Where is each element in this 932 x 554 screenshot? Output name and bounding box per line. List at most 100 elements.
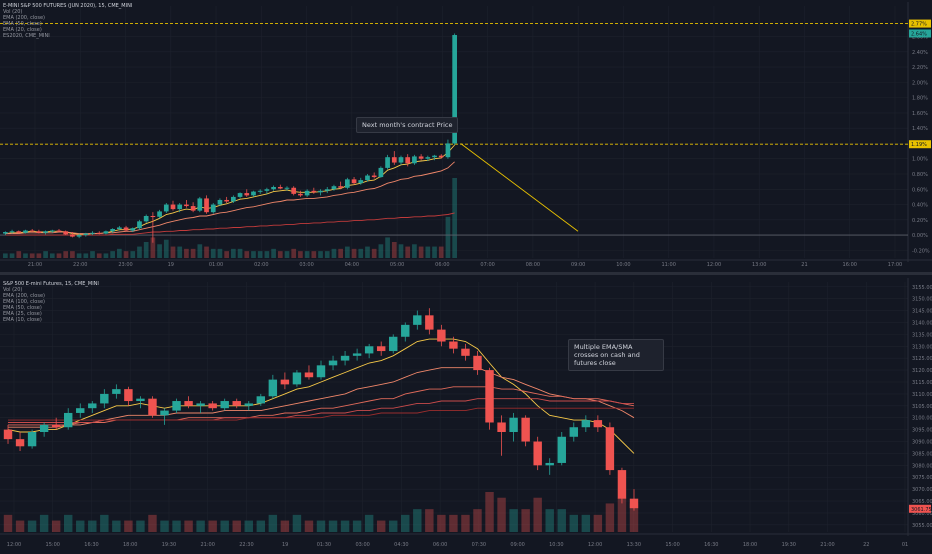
top-y-tick-label: 2.60% [912,35,928,41]
top-volume-bar [137,246,142,258]
top-price-tag [909,140,931,149]
top-y-tick-label: 1.40% [912,126,928,132]
bottom-x-tick-label: 01 [902,542,908,548]
top-candle-body [338,186,343,188]
bottom-ema-50-line [8,386,635,426]
bottom-legend: S&P 500 E-mini Futures, 15, CME_MINI Vol… [3,281,99,323]
top-volume-bar [197,244,203,258]
bottom-candle-body [352,353,362,356]
bottom-candle-body [196,403,205,406]
top-candle-body [412,156,417,164]
top-y-tick-label: -0.20% [912,248,930,254]
top-candle-body [197,198,203,211]
bottom-legend-item: EMA (50, close) [3,305,42,311]
bottom-volume-bar [364,514,374,532]
bottom-candle-body [244,403,253,406]
top-y-tick-label: 0.60% [912,187,928,193]
bottom-x-tick-label: 12:00 [588,542,602,548]
top-x-tick-label: 17:00 [888,262,902,268]
bottom-volume-bar [244,520,253,532]
bottom-candle-body [485,370,494,423]
bottom-candle-body [413,315,422,325]
bottom-volume-bar [593,514,603,532]
bottom-x-tick-label: 12:00 [7,542,21,548]
top-y-tick-label: 0.20% [912,218,928,224]
top-annotation: Next month's contract Price [356,117,459,133]
bottom-candle-body [461,348,470,356]
bottom-volume-bar [196,520,205,532]
top-legend: E-MINI S&P 500 FUTURES (JUN 2020), 15, C… [3,3,132,39]
top-candle-body [23,230,28,233]
top-candle-body [425,157,431,159]
top-candle-body [90,232,95,234]
bottom-x-tick-label: 04:30 [394,542,408,548]
bottom-volume-bar [76,520,85,532]
top-candle-body [345,179,350,188]
bottom-y-tick-label: 3070.00 [912,487,932,493]
bottom-y-tick-label: 3140.00 [912,320,932,326]
bottom-x-tick-label: 19 [282,542,288,548]
top-x-tick-label: 01:00 [209,262,223,268]
top-candle-body [170,204,176,210]
top-candle-body [70,234,75,237]
bottom-candle-body [88,403,97,409]
bottom-candle-body [15,439,25,447]
top-volume-bar [63,251,69,258]
bottom-volume-bar [340,520,350,532]
top-candle-body [445,143,451,158]
top-x-tick-label: 10:00 [616,262,630,268]
bottom-x-tick-label: 01:30 [317,542,331,548]
top-x-tick-label: 21 [801,262,807,268]
top-y-tick-label: 1.60% [912,111,928,117]
bottom-candle-body [376,346,386,352]
bottom-volume-bar [136,520,145,532]
top-candle-body [150,216,156,217]
top-candle-body [36,231,42,233]
bottom-ema-25-line [8,367,635,428]
top-candle-body [43,231,48,233]
bottom-y-tick-label: 3135.00 [912,332,932,338]
bottom-candle-body [124,389,133,402]
top-candle-body [224,199,229,202]
top-projection-line [460,143,579,232]
bottom-candle-body [280,379,290,385]
top-volume-bar [163,239,169,258]
bottom-volume-bar [316,520,326,532]
top-price-tag-label: 1.19% [911,142,927,148]
top-x-tick-label: 03:00 [299,262,313,268]
bottom-y-tick-label: 3110.00 [912,392,932,398]
bottom-volume-bar [39,514,49,532]
bottom-volume-bar [328,520,338,532]
top-candle-body [184,204,189,207]
top-y-tick-label: 2.40% [912,50,928,56]
bottom-x-tick-label: 18:00 [123,542,137,548]
top-volume-bar [291,248,297,258]
top-volume-bar [70,251,75,258]
bottom-candle-body [100,393,109,404]
top-x-tick-label: 19 [168,262,174,268]
bottom-volume-bar [256,520,266,532]
top-x-tick-label: 13:00 [752,262,766,268]
top-candle-body [63,231,69,235]
bottom-candle-body [232,401,241,406]
top-volume-bar [49,253,55,258]
top-x-tick-label: 02:00 [254,262,268,268]
top-volume-bar [123,251,129,258]
bottom-y-tick-label: 3055.00 [912,523,932,529]
bottom-candle-body [617,470,627,499]
bottom-candle-body [160,410,169,416]
top-volume-bar [177,246,183,258]
bottom-x-tick-label: 15:00 [46,542,60,548]
top-volume-bar [304,251,310,258]
top-y-tick-label: 2.00% [912,80,928,86]
bottom-ema-10-line [7,338,635,454]
bottom-y-tick-label: 3100.00 [912,416,932,422]
top-ema-mid-line [5,161,455,235]
bottom-y-tick-label: 3115.00 [912,380,932,386]
top-candle-body [378,167,384,178]
bottom-volume-bar [112,520,121,532]
bottom-y-tick-label: 3125.00 [912,356,932,362]
top-volume-bar [445,216,451,258]
top-y-tick-label: 0.00% [912,233,928,239]
top-candle-body [143,216,149,222]
